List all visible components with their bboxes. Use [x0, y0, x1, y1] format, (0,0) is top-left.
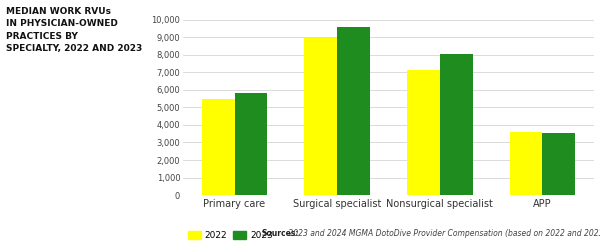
- Bar: [304, 38, 337, 195]
- Bar: [235, 93, 268, 195]
- Text: Sources:: Sources:: [261, 229, 299, 238]
- Bar: [509, 132, 542, 195]
- Bar: [337, 27, 370, 195]
- Bar: [407, 71, 440, 195]
- Text: 2023 and 2024 MGMA DotoDive Provider Compensation (based on 2022 and 2023 data): 2023 and 2024 MGMA DotoDive Provider Com…: [286, 229, 600, 238]
- Bar: [542, 133, 575, 195]
- Bar: [202, 99, 235, 195]
- Bar: [440, 54, 473, 195]
- Legend: 2022, 2023: 2022, 2023: [188, 231, 272, 240]
- Text: MEDIAN WORK RVUs
IN PHYSICIAN-OWNED
PRACTICES BY
SPECIALTY, 2022 AND 2023: MEDIAN WORK RVUs IN PHYSICIAN-OWNED PRAC…: [6, 7, 142, 53]
